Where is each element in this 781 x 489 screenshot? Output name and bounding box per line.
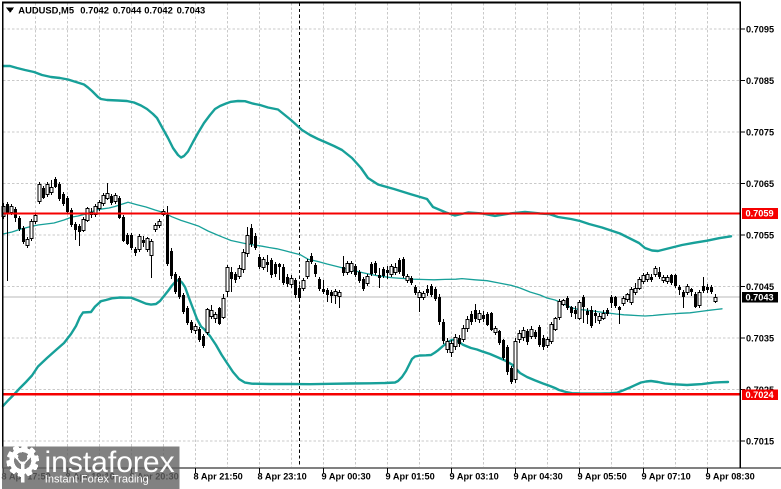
svg-text:0.7043: 0.7043 <box>746 293 774 303</box>
svg-text:0.7055: 0.7055 <box>746 231 774 241</box>
svg-text:9 Apr 01:50: 9 Apr 01:50 <box>386 472 435 482</box>
svg-text:9 Apr 04:30: 9 Apr 04:30 <box>514 472 563 482</box>
svg-text:0.7042: 0.7042 <box>144 4 173 15</box>
svg-text:0.7035: 0.7035 <box>746 334 774 344</box>
svg-text:0.7075: 0.7075 <box>746 128 774 138</box>
svg-text:9 Apr 00:30: 9 Apr 00:30 <box>322 472 371 482</box>
svg-text:0.7045: 0.7045 <box>746 282 774 292</box>
svg-text:0.7043: 0.7043 <box>177 4 206 15</box>
svg-text:8 Apr 23:10: 8 Apr 23:10 <box>258 472 307 482</box>
svg-text:8 Apr 21:50: 8 Apr 21:50 <box>194 472 243 482</box>
svg-text:0.7042: 0.7042 <box>80 4 109 15</box>
svg-text:0.7015: 0.7015 <box>746 437 774 447</box>
svg-text:Instant Forex Trading: Instant Forex Trading <box>45 474 149 486</box>
svg-text:0.7095: 0.7095 <box>746 25 774 35</box>
svg-text:0.7024: 0.7024 <box>746 390 775 400</box>
svg-text:instaforex: instaforex <box>45 446 175 479</box>
svg-text:9 Apr 05:50: 9 Apr 05:50 <box>578 472 627 482</box>
svg-text:9 Apr 08:30: 9 Apr 08:30 <box>706 472 755 482</box>
svg-text:0.7044: 0.7044 <box>113 4 142 15</box>
svg-text:0.7059: 0.7059 <box>746 209 774 219</box>
svg-text:9 Apr 07:10: 9 Apr 07:10 <box>642 472 691 482</box>
svg-text:9 Apr 03:10: 9 Apr 03:10 <box>450 472 499 482</box>
svg-text:0.7065: 0.7065 <box>746 179 774 189</box>
svg-text:AUDUSD,M5: AUDUSD,M5 <box>18 4 74 15</box>
svg-text:0.7085: 0.7085 <box>746 76 774 86</box>
